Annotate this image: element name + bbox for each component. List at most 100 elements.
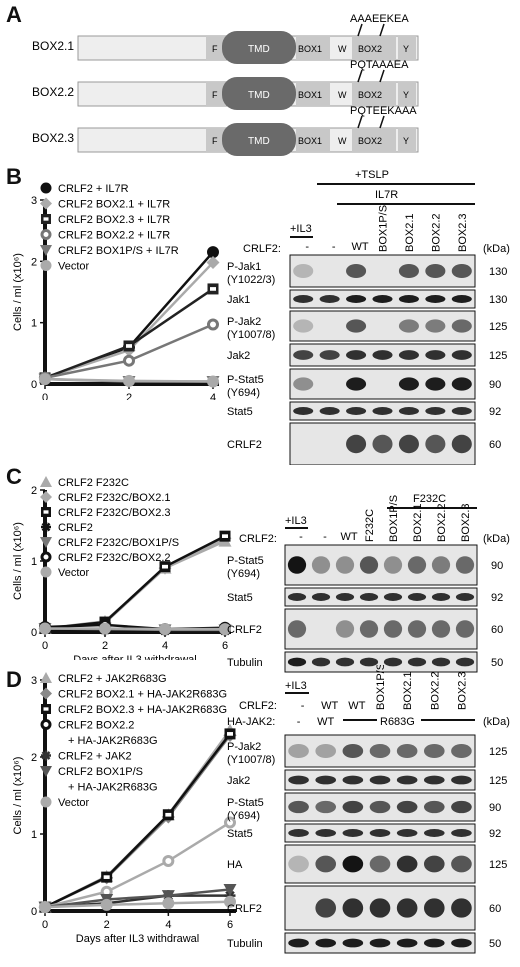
blot-row-label: P-Jak2 bbox=[227, 316, 261, 328]
blot-band bbox=[431, 556, 451, 574]
legend-label: CRLF2 BOX2.3 + IL7R bbox=[58, 214, 170, 226]
blot-band bbox=[423, 775, 445, 785]
mutation-bracket bbox=[357, 115, 385, 129]
blot-band bbox=[396, 938, 418, 948]
legend-marker bbox=[40, 796, 52, 808]
blot-band bbox=[383, 657, 403, 667]
blot-band bbox=[425, 263, 446, 279]
domain-f bbox=[206, 82, 226, 106]
panel-b-letter: B bbox=[6, 164, 22, 189]
y-axis-label: Cells / ml (x10⁶) bbox=[12, 253, 24, 331]
data-point bbox=[99, 622, 111, 635]
blot-row bbox=[289, 368, 476, 400]
blot-band bbox=[335, 657, 355, 667]
y-tick-label: 0 bbox=[31, 627, 37, 639]
blot-band bbox=[342, 743, 364, 759]
tslp-label: +TSLP bbox=[355, 169, 389, 181]
blot-band bbox=[451, 377, 472, 391]
blot-band bbox=[451, 407, 472, 415]
blot-row bbox=[284, 587, 478, 607]
blot-row-label: Jak2 bbox=[227, 775, 250, 787]
lane-label: BOX2.3 bbox=[457, 213, 469, 252]
y-tick-label: 2 bbox=[31, 256, 37, 268]
kda-value: 125 bbox=[489, 859, 507, 871]
blot-band bbox=[451, 938, 472, 948]
blot-band bbox=[359, 556, 379, 574]
domain-tmd-label: TMD bbox=[248, 90, 270, 101]
blot-band bbox=[288, 829, 309, 837]
data-point bbox=[207, 283, 219, 295]
blot-band bbox=[311, 657, 331, 667]
domain-f-label: F bbox=[212, 136, 218, 146]
series-line bbox=[44, 900, 231, 909]
legend-marker bbox=[41, 507, 51, 517]
blot-row bbox=[289, 289, 476, 309]
blot-band bbox=[396, 775, 418, 785]
blot-band bbox=[455, 657, 475, 667]
x-tick-label: 2 bbox=[104, 919, 110, 931]
blot-band bbox=[315, 775, 337, 785]
kda-value: 50 bbox=[489, 938, 501, 950]
domain-y-label: Y bbox=[403, 90, 409, 100]
blot-band bbox=[383, 620, 403, 638]
blot-band bbox=[342, 800, 364, 814]
data-point bbox=[159, 561, 171, 573]
blot-row bbox=[289, 343, 476, 367]
panel-c-letter: C bbox=[6, 464, 22, 489]
blot-band bbox=[423, 898, 445, 918]
lane-label: WT bbox=[321, 700, 338, 712]
mutation-sequence: PQTEEKAAA bbox=[350, 105, 417, 117]
blot-band bbox=[423, 938, 445, 948]
kda-value: 50 bbox=[491, 657, 503, 669]
blot-band bbox=[288, 743, 309, 759]
blot-row-label: Jak2 bbox=[227, 350, 250, 362]
legend-marker bbox=[40, 551, 52, 563]
legend-label: Vector bbox=[58, 261, 90, 273]
blot-band bbox=[287, 556, 307, 574]
domain-w-label: W bbox=[338, 136, 347, 146]
domain-box1 bbox=[296, 82, 330, 106]
blot-band bbox=[425, 350, 446, 360]
domain-y-label: Y bbox=[403, 136, 409, 146]
blot-row bbox=[284, 651, 478, 673]
kda-value: 60 bbox=[489, 903, 501, 915]
domain-box1 bbox=[296, 128, 330, 152]
legend-label: CRLF2 BOX1P/S + IL7R bbox=[58, 245, 179, 257]
crlf2-label: CRLF2: bbox=[243, 243, 281, 255]
blot-band bbox=[372, 434, 393, 454]
mutation-sequence: PQTAAAEA bbox=[350, 59, 409, 71]
kda-header: (kDa) bbox=[483, 716, 510, 728]
construct-name: BOX2.2 bbox=[32, 85, 74, 99]
panel-a-letter: A bbox=[6, 2, 22, 27]
kda-value: 130 bbox=[489, 266, 507, 278]
blot-band bbox=[451, 295, 472, 303]
blot-row bbox=[289, 254, 476, 288]
kda-header: (kDa) bbox=[483, 533, 510, 545]
blot-row bbox=[289, 310, 476, 342]
blot-band bbox=[451, 829, 472, 837]
blot-band bbox=[396, 855, 418, 873]
lane-label: BOX1P/S bbox=[375, 665, 387, 710]
y-tick-label: 2 bbox=[31, 485, 37, 497]
legend-label: + HA-JAK2R683G bbox=[68, 782, 158, 794]
kda-value: 90 bbox=[489, 379, 501, 391]
series-line bbox=[45, 627, 225, 631]
blot-band bbox=[407, 556, 427, 574]
kda-value: 92 bbox=[489, 406, 501, 418]
data-point bbox=[224, 895, 236, 908]
blot-band bbox=[425, 295, 446, 303]
series-7 bbox=[39, 622, 231, 636]
data-point bbox=[207, 246, 219, 259]
blot-row-label: P-Jak2 bbox=[227, 741, 261, 753]
blot-row-label: CRLF2 bbox=[227, 903, 262, 915]
blot-band bbox=[335, 620, 355, 638]
blot-row-label: CRLF2 bbox=[227, 439, 262, 451]
blot-band bbox=[342, 855, 364, 873]
data-point bbox=[159, 623, 171, 636]
blot-band bbox=[346, 350, 367, 360]
lane-label: - bbox=[305, 241, 309, 253]
r683g-label: R683G bbox=[380, 716, 415, 728]
x-tick-label: 2 bbox=[126, 392, 132, 400]
blot-band bbox=[346, 407, 367, 415]
blot-band bbox=[423, 829, 445, 837]
